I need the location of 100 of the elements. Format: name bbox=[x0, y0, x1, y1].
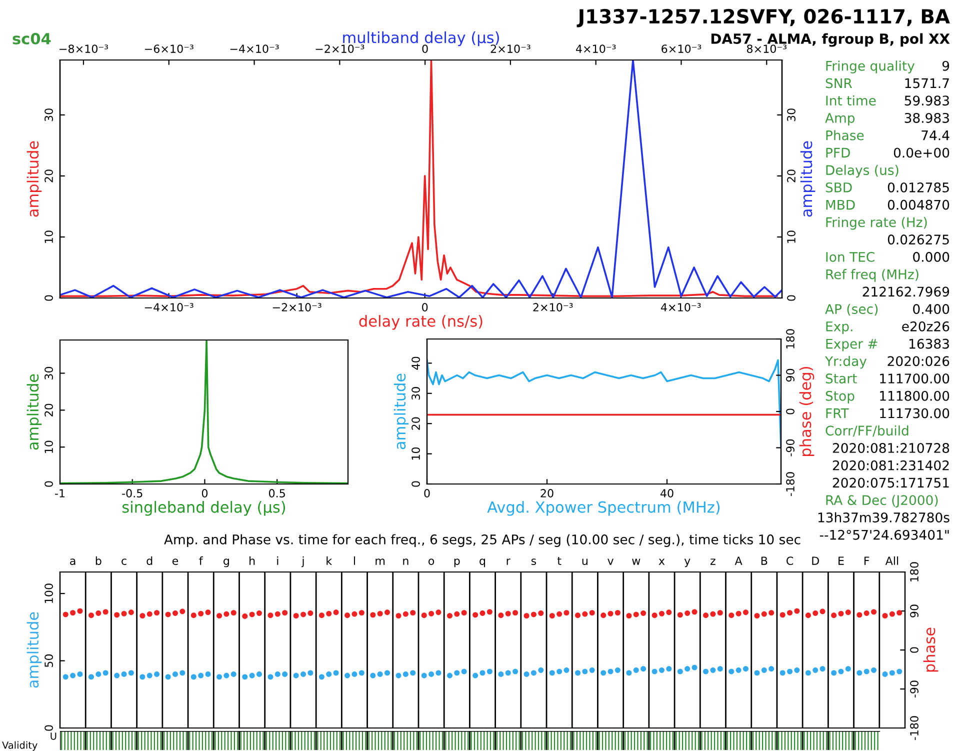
text: 2020:026 bbox=[888, 356, 950, 366]
x2-tick-label: 0 bbox=[422, 44, 428, 53]
x-tick-label: C bbox=[786, 556, 794, 565]
x-tick-label: 0 bbox=[424, 489, 430, 498]
y-axis-title: amplitude bbox=[26, 141, 42, 217]
text: 212162.7969 bbox=[862, 286, 950, 297]
y-tick-label: 30 bbox=[44, 108, 53, 122]
x-tick-label: f bbox=[199, 556, 203, 565]
x-tick-label: z bbox=[710, 558, 716, 565]
text: 2020:081:210728 bbox=[832, 442, 950, 453]
y2-tick-label: 0 bbox=[787, 295, 796, 301]
category-label: Exp. bbox=[826, 322, 852, 334]
x-tick-label: d bbox=[146, 556, 152, 565]
x2-tick-label: −6×10⁻³ bbox=[144, 44, 194, 53]
text: 0.0e+00 bbox=[894, 148, 950, 158]
category-label: Exper # bbox=[826, 338, 878, 352]
y-tick-label: 20 bbox=[44, 170, 53, 182]
x-tick-label: s bbox=[531, 558, 536, 565]
text: 111700.00 bbox=[880, 374, 950, 384]
category-label: Stop bbox=[826, 390, 854, 404]
text: 59.983 bbox=[904, 96, 949, 106]
x-tick-label: e bbox=[172, 558, 178, 565]
x-tick-label: h bbox=[250, 556, 255, 565]
y2-tick-label: 10 bbox=[787, 230, 796, 243]
text: 0.012785 bbox=[888, 182, 949, 192]
x-tick-label: 40 bbox=[660, 489, 674, 498]
x-tick-label: g bbox=[224, 558, 229, 568]
x-tick-label: 20 bbox=[540, 489, 554, 498]
x-tick-label: 0 bbox=[202, 489, 208, 498]
text: 0.000 bbox=[913, 252, 950, 262]
y-tick-label: 100 bbox=[44, 584, 53, 603]
x-tick-label: 2×10⁻³ bbox=[533, 303, 573, 312]
chart-title: Amp. and Phase vs. time for each freq., 6 segs, 25 APs / seg (10.00 sec / seg.), time ticks 10 sec bbox=[164, 534, 800, 547]
x-tick-label: m bbox=[376, 558, 385, 565]
x-tick-label: a bbox=[70, 558, 76, 565]
y2-tick-label: -90 bbox=[786, 439, 794, 456]
x-tick-label: q bbox=[480, 558, 486, 568]
y2-tick-label: -180 bbox=[910, 716, 918, 740]
x-tick-label: B bbox=[761, 556, 768, 565]
x2-tick-label: 6×10⁻³ bbox=[662, 44, 702, 53]
y-tick-label: 40 bbox=[412, 356, 420, 370]
y2-axis-title: phase bbox=[923, 628, 938, 672]
text: 9 bbox=[942, 60, 950, 71]
text: J1337-1257.12SVFY, 026-1117, BA bbox=[576, 8, 950, 28]
x-tick-label: A bbox=[734, 556, 742, 565]
x-tick-label: x bbox=[658, 558, 665, 565]
x-tick-label: D bbox=[812, 556, 819, 565]
x-tick-label: −2×10⁻³ bbox=[272, 303, 322, 312]
x-tick-label: w bbox=[632, 558, 640, 565]
x2-tick-label: 8×10⁻³ bbox=[746, 44, 786, 53]
y-axis-title: amplitude bbox=[394, 374, 409, 450]
x-tick-label: v bbox=[608, 558, 614, 565]
x-tick-label: 0 bbox=[422, 303, 428, 312]
x-axis-title: delay rate (ns/s) bbox=[359, 315, 482, 330]
y-tick-label: 20 bbox=[44, 404, 53, 416]
y-tick-label: 50 bbox=[44, 654, 53, 667]
x-tick-label: r bbox=[506, 558, 510, 565]
y-tick-label: 10 bbox=[44, 440, 53, 453]
y2-tick-label: -180 bbox=[786, 472, 794, 496]
category-label: Delays (us) bbox=[826, 164, 898, 178]
text: 16383 bbox=[909, 338, 949, 349]
text: 111730.00 bbox=[880, 408, 950, 418]
y2-tick-label: -90 bbox=[910, 680, 918, 698]
category-label: Yr:day bbox=[824, 356, 867, 369]
x-tick-label: o bbox=[428, 558, 434, 565]
y2-tick-label: 0 bbox=[910, 647, 918, 653]
x-tick-label: −4×10⁻³ bbox=[144, 303, 194, 312]
category-label: Ref freq (MHz) bbox=[826, 269, 918, 282]
x-tick-label: c bbox=[122, 558, 126, 565]
y2-tick-label: 20 bbox=[787, 170, 796, 182]
x-tick-label: i bbox=[277, 556, 278, 565]
y2-axis-title: phase (deg) bbox=[799, 366, 814, 456]
x-axis-title: singleband delay (μs) bbox=[122, 501, 286, 516]
x2-tick-label: 2×10⁻³ bbox=[490, 44, 530, 53]
x-tick-label: y bbox=[684, 558, 690, 568]
line-series bbox=[427, 359, 781, 449]
x-tick-label: E bbox=[838, 556, 844, 565]
x-tick-label: 0.5 bbox=[268, 489, 285, 498]
y-tick-label: 10 bbox=[44, 230, 53, 243]
text: --12°57'24.693401" bbox=[820, 530, 949, 540]
y2-tick-label: 30 bbox=[787, 108, 796, 122]
category-label: Start bbox=[826, 374, 857, 384]
text: 2020:075:171751 bbox=[832, 478, 949, 488]
y-tick-label: 30 bbox=[412, 387, 420, 400]
text: sc04 bbox=[12, 32, 51, 44]
x-tick-label: F bbox=[864, 556, 870, 565]
text: 111800.00 bbox=[880, 390, 950, 401]
category-label: Fringe rate (Hz) bbox=[826, 216, 927, 230]
x-tick-label: l bbox=[354, 556, 355, 565]
x-tick-label: b bbox=[96, 556, 102, 565]
category-label: AP (sec) bbox=[825, 304, 878, 316]
y2-axis-title: amplitude bbox=[800, 141, 816, 217]
y-tick-label: 10 bbox=[412, 447, 420, 460]
category-label: MBD bbox=[826, 200, 855, 210]
text: 2020:081:231402 bbox=[832, 460, 949, 470]
category-label: Int time bbox=[826, 95, 876, 106]
x-tick-label: t bbox=[557, 557, 562, 565]
x-tick-label: -1 bbox=[55, 489, 65, 498]
y-axis-title: amplitude bbox=[26, 612, 42, 688]
x-tick-label: p bbox=[454, 558, 460, 568]
